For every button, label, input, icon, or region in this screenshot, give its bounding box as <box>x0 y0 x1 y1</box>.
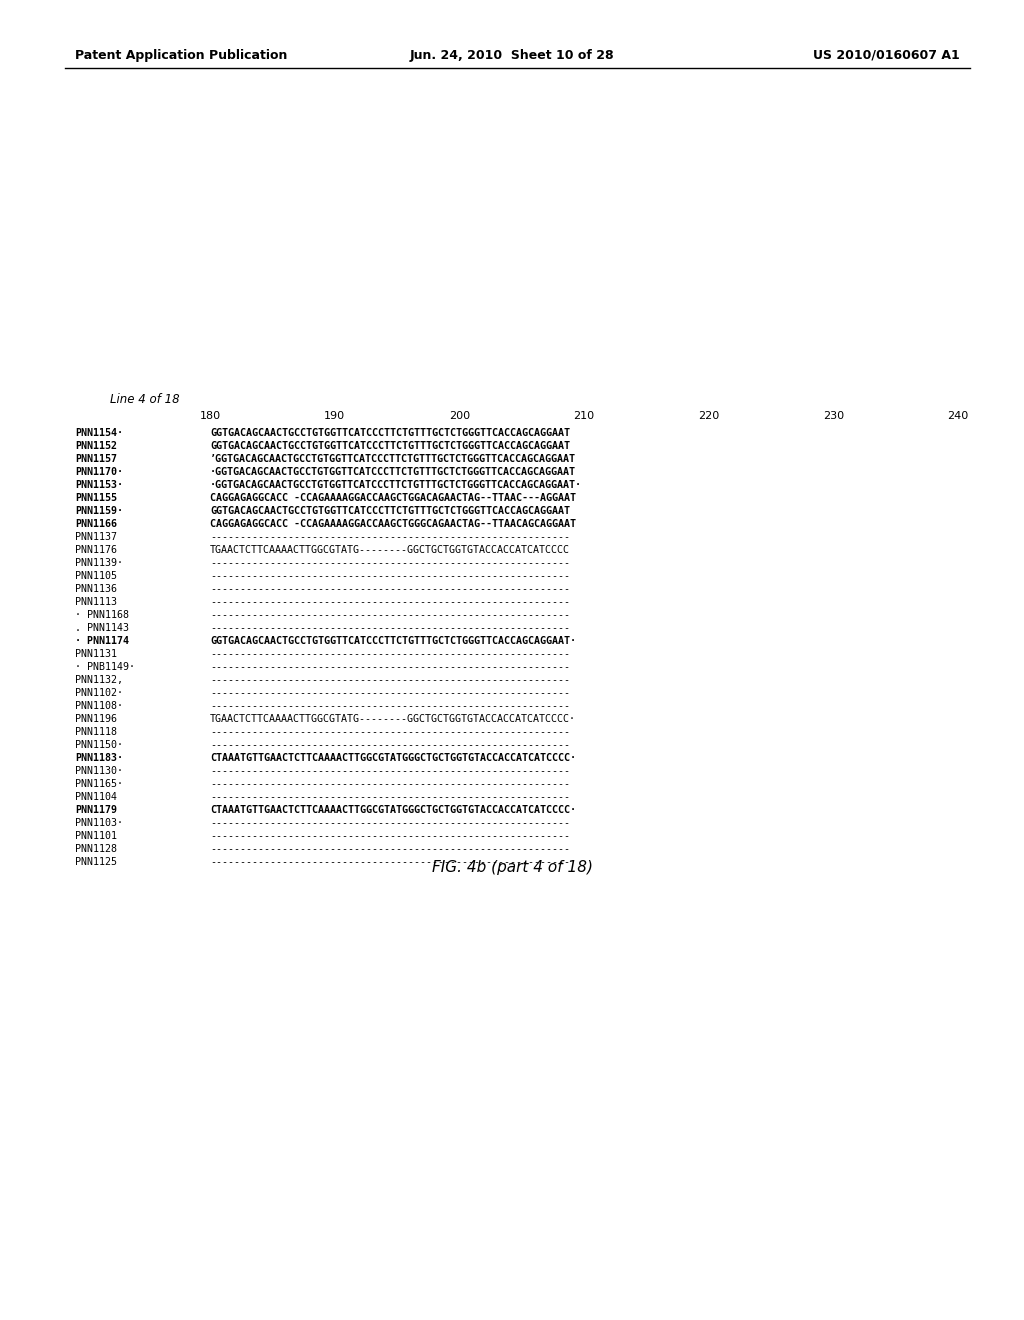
Text: · PNN1174: · PNN1174 <box>75 636 129 645</box>
Text: PNN1157: PNN1157 <box>75 454 117 465</box>
Text: 190: 190 <box>325 411 345 421</box>
Text: PNN1152: PNN1152 <box>75 441 117 451</box>
Text: 220: 220 <box>698 411 719 421</box>
Text: ------------------------------------------------------------: ----------------------------------------… <box>210 857 570 867</box>
Text: GGTGACAGCAACTGCCTGTGGTTCATCCCTTCTGTTTGCTCTGGGTTCACCAGCAGGAAT: GGTGACAGCAACTGCCTGTGGTTCATCCCTTCTGTTTGCT… <box>210 441 570 451</box>
Text: 180: 180 <box>200 411 220 421</box>
Text: ·GGTGACAGCAACTGCCTGTGGTTCATCCCTTCTGTTTGCTCTGGGTTCACCAGCAGGAAT·: ·GGTGACAGCAACTGCCTGTGGTTCATCCCTTCTGTTTGC… <box>210 480 582 490</box>
Text: PNN1196: PNN1196 <box>75 714 117 723</box>
Text: ------------------------------------------------------------: ----------------------------------------… <box>210 843 570 854</box>
Text: PNN1102·: PNN1102· <box>75 688 123 698</box>
Text: Line 4 of 18: Line 4 of 18 <box>110 393 179 407</box>
Text: ------------------------------------------------------------: ----------------------------------------… <box>210 727 570 737</box>
Text: GGTGACAGCAACTGCCTGTGGTTCATCCCTTCTGTTTGCTCTGGGTTCACCAGCAGGAAT·: GGTGACAGCAACTGCCTGTGGTTCATCCCTTCTGTTTGCT… <box>210 636 575 645</box>
Text: ------------------------------------------------------------: ----------------------------------------… <box>210 766 570 776</box>
Text: PNN1176: PNN1176 <box>75 545 117 554</box>
Text: ------------------------------------------------------------: ----------------------------------------… <box>210 649 570 659</box>
Text: ------------------------------------------------------------: ----------------------------------------… <box>210 610 570 620</box>
Text: CAGGAGAGGCACC -CCAGAAAAGGACCAAGCTGGGCAGAACTAG--TTAACAGCAGGAAT: CAGGAGAGGCACC -CCAGAAAAGGACCAAGCTGGGCAGA… <box>210 519 575 529</box>
Text: Patent Application Publication: Patent Application Publication <box>75 49 288 62</box>
Text: PNN1136: PNN1136 <box>75 583 117 594</box>
Text: ------------------------------------------------------------: ----------------------------------------… <box>210 663 570 672</box>
Text: TGAACTCTTCAAAACTTGGCGTATG--------GGCTGCTGGTGTACCACCATCATCCCC·: TGAACTCTTCAAAACTTGGCGTATG--------GGCTGCT… <box>210 714 575 723</box>
Text: PNN1153·: PNN1153· <box>75 480 123 490</box>
Text: ------------------------------------------------------------: ----------------------------------------… <box>210 818 570 828</box>
Text: ·GGTGACAGCAACTGCCTGTGGTTCATCCCTTCTGTTTGCTCTGGGTTCACCAGCAGGAAT: ·GGTGACAGCAACTGCCTGTGGTTCATCCCTTCTGTTTGC… <box>210 467 575 477</box>
Text: PNN1165·: PNN1165· <box>75 779 123 789</box>
Text: CTAAATGTTGAACTCTTCAAAACTTGGCGTATGGGCTGCTGGTGTACCACCATCATCCCC·: CTAAATGTTGAACTCTTCAAAACTTGGCGTATGGGCTGCT… <box>210 805 575 814</box>
Text: ------------------------------------------------------------: ----------------------------------------… <box>210 572 570 581</box>
Text: ------------------------------------------------------------: ----------------------------------------… <box>210 623 570 634</box>
Text: ------------------------------------------------------------: ----------------------------------------… <box>210 701 570 711</box>
Text: · PNN1168: · PNN1168 <box>75 610 129 620</box>
Text: US 2010/0160607 A1: US 2010/0160607 A1 <box>813 49 961 62</box>
Text: PNN1130·: PNN1130· <box>75 766 123 776</box>
Text: ’GGTGACAGCAACTGCCTGTGGTTCATCCCTTCTGTTTGCTCTGGGTTCACCAGCAGGAAT: ’GGTGACAGCAACTGCCTGTGGTTCATCCCTTCTGTTTGC… <box>210 454 575 465</box>
Text: ------------------------------------------------------------: ----------------------------------------… <box>210 792 570 803</box>
Text: PNN1179: PNN1179 <box>75 805 117 814</box>
Text: Jun. 24, 2010  Sheet 10 of 28: Jun. 24, 2010 Sheet 10 of 28 <box>410 49 614 62</box>
Text: PNN1128: PNN1128 <box>75 843 117 854</box>
Text: PNN1131: PNN1131 <box>75 649 117 659</box>
Text: TGAACTCTTCAAAACTTGGCGTATG--------GGCTGCTGGTGTACCACCATCATCCCC: TGAACTCTTCAAAACTTGGCGTATG--------GGCTGCT… <box>210 545 570 554</box>
Text: PNN1113: PNN1113 <box>75 597 117 607</box>
Text: PNN1104: PNN1104 <box>75 792 117 803</box>
Text: GGTGACAGCAACTGCCTGTGGTTCATCCCTTCTGTTTGCTCTGGGTTCACCAGCAGGAAT: GGTGACAGCAACTGCCTGTGGTTCATCCCTTCTGTTTGCT… <box>210 428 570 438</box>
Text: ------------------------------------------------------------: ----------------------------------------… <box>210 675 570 685</box>
Text: PNN1137: PNN1137 <box>75 532 117 543</box>
Text: 210: 210 <box>573 411 595 421</box>
Text: CAGGAGAGGCACC -CCAGAAAAGGACCAAGCTGGACAGAACTAG--TTAAC---AGGAAT: CAGGAGAGGCACC -CCAGAAAAGGACCAAGCTGGACAGA… <box>210 492 575 503</box>
Text: PNN1103·: PNN1103· <box>75 818 123 828</box>
Text: ------------------------------------------------------------: ----------------------------------------… <box>210 832 570 841</box>
Text: PNN1118: PNN1118 <box>75 727 117 737</box>
Text: PNN1155: PNN1155 <box>75 492 117 503</box>
Text: PNN1170·: PNN1170· <box>75 467 123 477</box>
Text: PNN1150·: PNN1150· <box>75 741 123 750</box>
Text: FIG. 4b (part 4 of 18): FIG. 4b (part 4 of 18) <box>431 861 593 875</box>
Text: ------------------------------------------------------------: ----------------------------------------… <box>210 779 570 789</box>
Text: 240: 240 <box>947 411 969 421</box>
Text: ------------------------------------------------------------: ----------------------------------------… <box>210 583 570 594</box>
Text: ------------------------------------------------------------: ----------------------------------------… <box>210 558 570 568</box>
Text: ------------------------------------------------------------: ----------------------------------------… <box>210 741 570 750</box>
Text: PNN1105: PNN1105 <box>75 572 117 581</box>
Text: 230: 230 <box>822 411 844 421</box>
Text: PNN1154·: PNN1154· <box>75 428 123 438</box>
Text: 200: 200 <box>449 411 470 421</box>
Text: PNN1166: PNN1166 <box>75 519 117 529</box>
Text: · PNB1149·: · PNB1149· <box>75 663 135 672</box>
Text: PNN1183·: PNN1183· <box>75 752 123 763</box>
Text: PNN1108·: PNN1108· <box>75 701 123 711</box>
Text: . PNN1143: . PNN1143 <box>75 623 129 634</box>
Text: ------------------------------------------------------------: ----------------------------------------… <box>210 597 570 607</box>
Text: PNN1159·: PNN1159· <box>75 506 123 516</box>
Text: PNN1101: PNN1101 <box>75 832 117 841</box>
Text: ------------------------------------------------------------: ----------------------------------------… <box>210 532 570 543</box>
Text: CTAAATGTTGAACTCTTCAAAACTTGGCGTATGGGCTGCTGGTGTACCACCATCATCCCC·: CTAAATGTTGAACTCTTCAAAACTTGGCGTATGGGCTGCT… <box>210 752 575 763</box>
Text: PNN1139·: PNN1139· <box>75 558 123 568</box>
Text: PNN1125: PNN1125 <box>75 857 117 867</box>
Text: ------------------------------------------------------------: ----------------------------------------… <box>210 688 570 698</box>
Text: GGTGACAGCAACTGCCTGTGGTTCATCCCTTCTGTTTGCTCTGGGTTCACCAGCAGGAAT: GGTGACAGCAACTGCCTGTGGTTCATCCCTTCTGTTTGCT… <box>210 506 570 516</box>
Text: PNN1132,: PNN1132, <box>75 675 123 685</box>
